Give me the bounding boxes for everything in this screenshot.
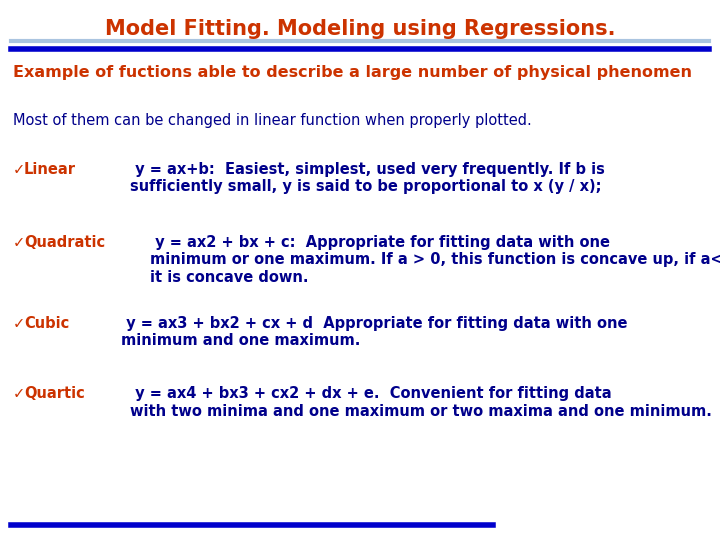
Text: Example of fuctions able to describe a large number of physical phenomen: Example of fuctions able to describe a l… <box>13 65 692 80</box>
Text: ✓: ✓ <box>13 162 25 177</box>
Text: y = ax3 + bx2 + cx + d  Appropriate for fitting data with one
minimum and one ma: y = ax3 + bx2 + cx + d Appropriate for f… <box>121 316 627 348</box>
Text: Linear: Linear <box>24 162 76 177</box>
Text: Model Fitting. Modeling using Regressions.: Model Fitting. Modeling using Regression… <box>104 19 616 39</box>
Text: Quadratic: Quadratic <box>24 235 105 250</box>
Text: ✓: ✓ <box>13 235 25 250</box>
Text: y = ax4 + bx3 + cx2 + dx + e.  Convenient for fitting data
with two minima and o: y = ax4 + bx3 + cx2 + dx + e. Convenient… <box>130 386 712 418</box>
Text: Quartic: Quartic <box>24 386 84 401</box>
Text: ✓: ✓ <box>13 316 25 331</box>
Text: ✓: ✓ <box>13 386 25 401</box>
Text: y = ax+b:  Easiest, simplest, used very frequently. If b is
sufficiently small, : y = ax+b: Easiest, simplest, used very f… <box>130 162 606 194</box>
Text: y = ax2 + bx + c:  Appropriate for fitting data with one
minimum or one maximum.: y = ax2 + bx + c: Appropriate for fittin… <box>150 235 720 285</box>
Text: Cubic: Cubic <box>24 316 69 331</box>
Text: Most of them can be changed in linear function when properly plotted.: Most of them can be changed in linear fu… <box>13 113 531 129</box>
